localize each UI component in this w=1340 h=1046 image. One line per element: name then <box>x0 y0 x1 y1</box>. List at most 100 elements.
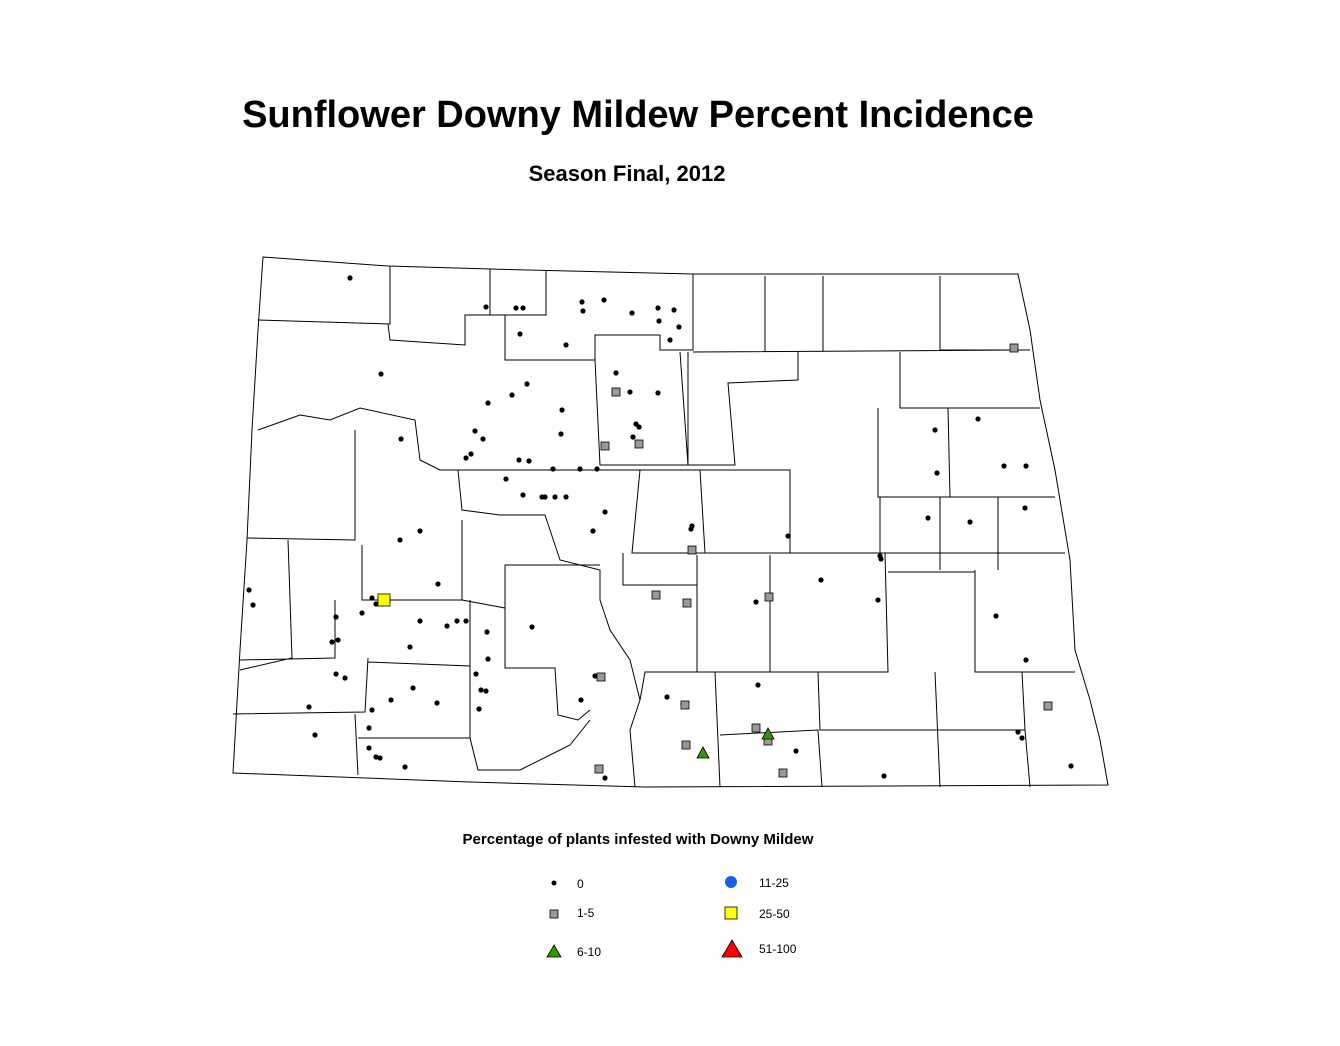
observation <box>664 694 670 700</box>
subtitle: Season Final, 2012 <box>529 161 726 186</box>
legend-label: 51-100 <box>759 942 797 956</box>
observation <box>601 297 607 303</box>
observation <box>602 775 608 781</box>
observation <box>680 700 690 710</box>
observation <box>594 466 600 472</box>
observation <box>596 672 606 682</box>
observation <box>1023 463 1029 469</box>
observation <box>397 537 403 543</box>
observation <box>751 723 761 733</box>
observation <box>250 602 256 608</box>
observation <box>552 494 558 500</box>
observation <box>513 305 519 311</box>
observation <box>577 466 583 472</box>
observation <box>369 707 375 713</box>
observation <box>785 533 791 539</box>
observation <box>580 308 586 314</box>
observation <box>559 407 565 413</box>
observation <box>550 466 556 472</box>
observation <box>366 725 372 731</box>
observation <box>377 593 391 607</box>
observation <box>503 476 509 482</box>
observation <box>687 545 697 555</box>
observation <box>688 526 694 532</box>
observation <box>388 697 394 703</box>
observation <box>681 740 691 750</box>
observation <box>526 458 532 464</box>
observation <box>629 310 635 316</box>
observation <box>696 746 710 759</box>
legend-label: 6-10 <box>577 945 601 959</box>
observation <box>454 618 460 624</box>
state-map <box>232 256 1109 788</box>
observation <box>590 528 596 534</box>
observation <box>468 451 474 457</box>
legend-title: Percentage of plants infested with Downy… <box>463 831 814 848</box>
observation <box>592 673 598 679</box>
observation <box>333 614 339 620</box>
observation <box>613 370 619 376</box>
observation <box>359 610 365 616</box>
observation <box>306 704 312 710</box>
observation <box>434 700 440 706</box>
observation <box>1019 735 1025 741</box>
legend-marker <box>546 944 562 958</box>
observation <box>578 697 584 703</box>
observation <box>335 637 341 643</box>
observation <box>520 305 526 311</box>
observation <box>579 299 585 305</box>
legend-marker <box>551 880 557 886</box>
observation <box>881 773 887 779</box>
observation <box>329 639 335 645</box>
observation <box>483 688 489 694</box>
observation <box>611 387 621 397</box>
observation <box>373 754 379 760</box>
observation <box>558 431 564 437</box>
observation <box>435 581 441 587</box>
observation <box>993 613 999 619</box>
observation <box>1015 729 1021 735</box>
observation <box>600 441 610 451</box>
observation <box>478 687 484 693</box>
observation <box>377 755 383 761</box>
observation <box>476 706 482 712</box>
observation <box>463 455 469 461</box>
observation <box>484 629 490 635</box>
observation <box>1022 505 1028 511</box>
observation <box>417 528 423 534</box>
observation <box>630 434 636 440</box>
title: Sunflower Downy Mildew Percent Incidence <box>242 94 1034 136</box>
legend-label: 0 <box>577 877 584 891</box>
observation <box>333 671 339 677</box>
observation <box>764 592 774 602</box>
observation <box>655 390 661 396</box>
observation <box>529 624 535 630</box>
observation <box>967 519 973 525</box>
observation <box>524 381 530 387</box>
legend-label: 11-25 <box>759 876 789 890</box>
observation <box>651 590 661 600</box>
legend-label: 1-5 <box>577 906 595 920</box>
observation <box>520 492 526 498</box>
observation <box>563 342 569 348</box>
observation <box>875 597 881 603</box>
observation <box>878 556 884 562</box>
observation <box>753 599 759 605</box>
observation <box>472 428 478 434</box>
observation <box>667 337 673 343</box>
observation <box>676 324 682 330</box>
observation <box>312 732 318 738</box>
observation <box>373 601 379 607</box>
observation <box>627 389 633 395</box>
observation <box>655 305 661 311</box>
observation <box>463 618 469 624</box>
observation <box>485 656 491 662</box>
observation <box>516 457 522 463</box>
legend-marker <box>724 906 738 920</box>
observation <box>636 424 642 430</box>
observation <box>246 587 252 593</box>
observations <box>246 275 1074 781</box>
observation <box>378 371 384 377</box>
observation <box>932 427 938 433</box>
